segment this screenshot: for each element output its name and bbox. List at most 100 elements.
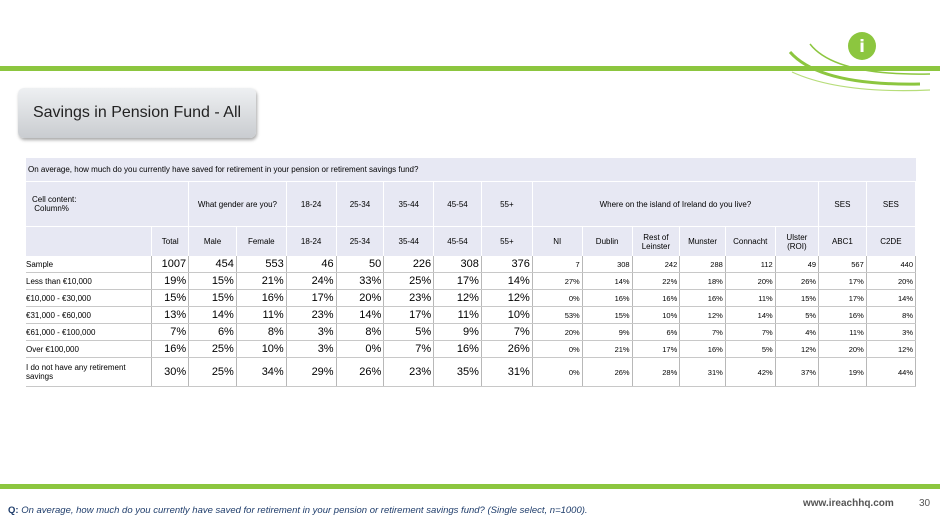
- table-cell: 17%: [818, 289, 867, 307]
- footer-question-text: On average, how much do you currently ha…: [21, 505, 588, 516]
- column-label: Ulster (ROI): [775, 226, 820, 256]
- table-cell: 16%: [433, 340, 482, 358]
- table-cell: 10%: [236, 340, 287, 358]
- table-cell: 308: [582, 256, 633, 273]
- bottom-accent-bar: [0, 484, 940, 489]
- banner-age-35-44: 35-44: [383, 181, 435, 227]
- ireach-logo: i: [788, 32, 931, 92]
- table-cell: 35%: [433, 357, 482, 387]
- table-cell: 23%: [383, 289, 435, 307]
- table-cell: 12%: [775, 340, 820, 358]
- table-cell: 16%: [236, 289, 287, 307]
- table-cell: 20%: [818, 340, 867, 358]
- table-cell: 11%: [818, 323, 867, 341]
- table-cell: 14%: [582, 272, 633, 290]
- table-cell: 20%: [725, 272, 776, 290]
- cell-content-note: Cell content: Column%: [26, 181, 190, 227]
- table-cell: 0%: [532, 340, 583, 358]
- row-label: I do not have any retirement savings: [26, 357, 153, 387]
- column-label: Munster: [679, 226, 726, 256]
- table-cell: 21%: [582, 340, 633, 358]
- table-cell: 18%: [679, 272, 726, 290]
- table-cell: 15%: [582, 306, 633, 324]
- table-cell: 1007: [151, 256, 190, 273]
- table-cell: 30%: [151, 357, 190, 387]
- table-cell: 6%: [632, 323, 681, 341]
- table-cell: 7%: [725, 323, 776, 341]
- table-cell: 12%: [433, 289, 482, 307]
- table-cell: 14%: [725, 306, 776, 324]
- column-label: Female: [236, 226, 287, 256]
- table-row: €61,000 - €100,000 7% 6% 8% 3% 8% 5% 9% 7% 20% 9% 6…: [26, 323, 917, 341]
- table-cell: 5%: [725, 340, 776, 358]
- table-cell: 553: [236, 256, 287, 273]
- table-cell: 5%: [383, 323, 435, 341]
- table-cell: 34%: [236, 357, 287, 387]
- table-cell: 37%: [775, 357, 820, 387]
- column-label: 18-24: [286, 226, 337, 256]
- row-label: Over €100,000: [26, 340, 153, 358]
- table-cell: 33%: [336, 272, 385, 290]
- table-cell: 15%: [151, 289, 190, 307]
- top-accent-bar: [0, 66, 940, 71]
- table-cell: 8%: [336, 323, 385, 341]
- banner-ses-1: SES: [818, 181, 867, 227]
- table-cell: 28%: [632, 357, 681, 387]
- banner-ses-2: SES: [866, 181, 917, 227]
- table-cell: 53%: [532, 306, 583, 324]
- column-label: 25-34: [336, 226, 385, 256]
- table-row: Less than €10,000 19% 15% 21% 24% 33% 25% 17% 14…: [26, 272, 917, 290]
- table-cell: 3%: [286, 340, 337, 358]
- table-cell: 12%: [866, 340, 917, 358]
- table-question: On average, how much do you currently ha…: [26, 158, 916, 182]
- cell-content-line2: Column%: [34, 204, 69, 213]
- table-cell: 16%: [632, 289, 681, 307]
- table-cell: 11%: [725, 289, 776, 307]
- row-label: Less than €10,000: [26, 272, 153, 290]
- table-cell: 14%: [866, 289, 917, 307]
- table-cell: 27%: [532, 272, 583, 290]
- table-cell: 8%: [236, 323, 287, 341]
- table-cell: 23%: [383, 357, 435, 387]
- table-cell: 112: [725, 256, 776, 273]
- table-cell: 26%: [582, 357, 633, 387]
- table-cell: 21%: [236, 272, 287, 290]
- table-cell: 20%: [336, 289, 385, 307]
- table-cell: 26%: [775, 272, 820, 290]
- banner-row: Cell content: Column% What gender are yo…: [26, 181, 917, 227]
- row-label: Sample: [26, 256, 153, 273]
- website-link[interactable]: www.ireachhq.com: [803, 498, 894, 509]
- table-cell: 19%: [151, 272, 190, 290]
- table-cell: 29%: [286, 357, 337, 387]
- banner-age-45-54: 45-54: [433, 181, 482, 227]
- banner-gender: What gender are you?: [188, 181, 287, 227]
- banner-age-18-24: 18-24: [286, 181, 337, 227]
- table-cell: 46: [286, 256, 337, 273]
- table-cell: 12%: [679, 306, 726, 324]
- footer-q-label: Q:: [8, 505, 19, 516]
- row-label: €61,000 - €100,000: [26, 323, 153, 341]
- column-label-row: Total Male Female 18-24 25-34 35-44 45-5…: [26, 226, 917, 256]
- table-cell: 25%: [188, 357, 237, 387]
- row-label: €31,000 - €60,000: [26, 306, 153, 324]
- table-cell: 17%: [433, 272, 482, 290]
- table-cell: 16%: [679, 289, 726, 307]
- cell-content-line1: Cell content:: [32, 195, 77, 204]
- table-cell: 23%: [286, 306, 337, 324]
- table-cell: 20%: [866, 272, 917, 290]
- table-cell: 31%: [481, 357, 533, 387]
- table-cell: 7%: [383, 340, 435, 358]
- table-cell: 22%: [632, 272, 681, 290]
- page-number: 30: [919, 498, 931, 509]
- table-cell: 9%: [582, 323, 633, 341]
- table-cell: 9%: [433, 323, 482, 341]
- table-cell: 26%: [336, 357, 385, 387]
- table-cell: 13%: [151, 306, 190, 324]
- table-cell: 12%: [481, 289, 533, 307]
- table-cell: 17%: [383, 306, 435, 324]
- table-cell: 17%: [632, 340, 681, 358]
- slide-title: Savings in Pension Fund - All: [18, 88, 256, 138]
- table-cell: 17%: [818, 272, 867, 290]
- column-label: NI: [532, 226, 583, 256]
- table-cell: 25%: [383, 272, 435, 290]
